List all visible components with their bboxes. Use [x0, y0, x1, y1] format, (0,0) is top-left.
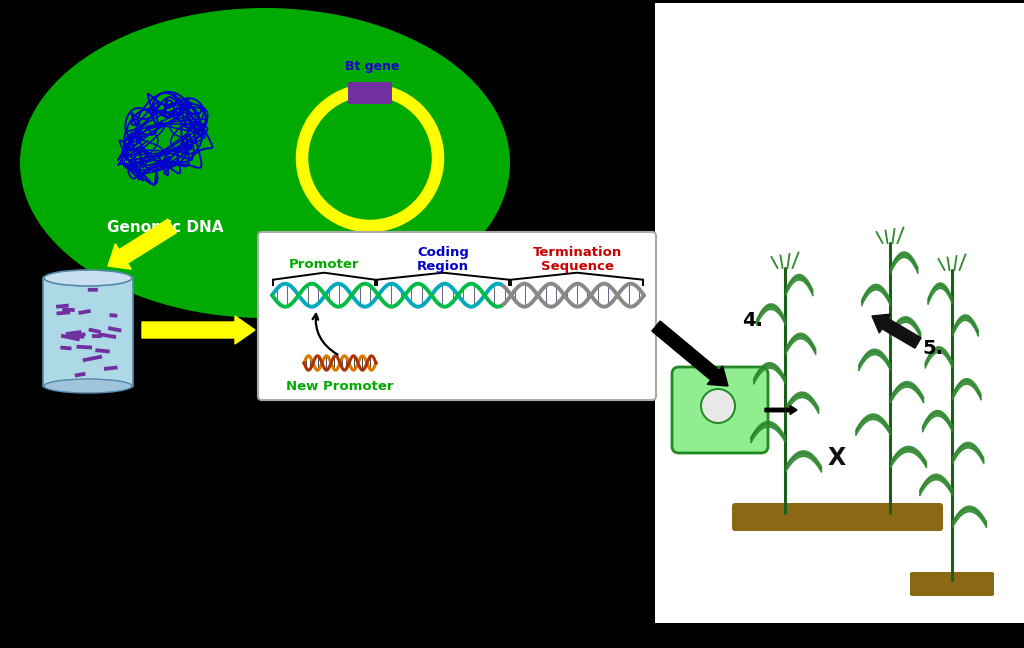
Polygon shape [108, 219, 176, 269]
Ellipse shape [44, 270, 132, 286]
Polygon shape [142, 316, 255, 344]
FancyArrow shape [765, 406, 797, 415]
FancyBboxPatch shape [910, 572, 994, 596]
Polygon shape [652, 321, 728, 386]
Bar [78, 309, 91, 315]
Bar [110, 313, 118, 318]
FancyBboxPatch shape [732, 503, 943, 531]
Text: Plasmid DNA: Plasmid DNA [315, 240, 425, 255]
Bar [56, 304, 69, 308]
Bar [60, 345, 72, 351]
Bar [88, 328, 101, 334]
Text: 4.: 4. [742, 310, 763, 329]
FancyBboxPatch shape [655, 3, 1024, 623]
Text: Bt gene: Bt gene [345, 60, 399, 73]
Text: 5.: 5. [922, 338, 943, 358]
Bar [68, 334, 84, 338]
Ellipse shape [44, 379, 132, 393]
Bar [62, 308, 75, 312]
FancyBboxPatch shape [258, 232, 656, 400]
Ellipse shape [20, 8, 510, 318]
Text: Promoter: Promoter [289, 258, 359, 271]
Text: New Promoter: New Promoter [287, 380, 394, 393]
Bar [98, 332, 117, 339]
Bar [92, 334, 101, 338]
Bar [60, 334, 80, 341]
Bar [77, 345, 92, 349]
Text: X: X [827, 446, 846, 470]
Bar [56, 310, 71, 316]
Text: Termination
Sequence: Termination Sequence [532, 246, 622, 273]
Bar [74, 332, 86, 338]
Bar [75, 372, 86, 378]
FancyBboxPatch shape [672, 367, 768, 453]
Bar [88, 288, 98, 292]
Bar [103, 365, 118, 371]
Bar [108, 326, 122, 332]
FancyBboxPatch shape [43, 277, 133, 387]
Text: Coding
Region: Coding Region [417, 246, 469, 273]
Circle shape [701, 389, 735, 423]
Bar [66, 330, 82, 336]
Polygon shape [872, 314, 921, 348]
Bar [95, 348, 110, 353]
Text: Genomic DNA: Genomic DNA [106, 220, 223, 235]
Circle shape [312, 100, 428, 216]
FancyBboxPatch shape [348, 82, 392, 104]
Bar [82, 354, 102, 362]
